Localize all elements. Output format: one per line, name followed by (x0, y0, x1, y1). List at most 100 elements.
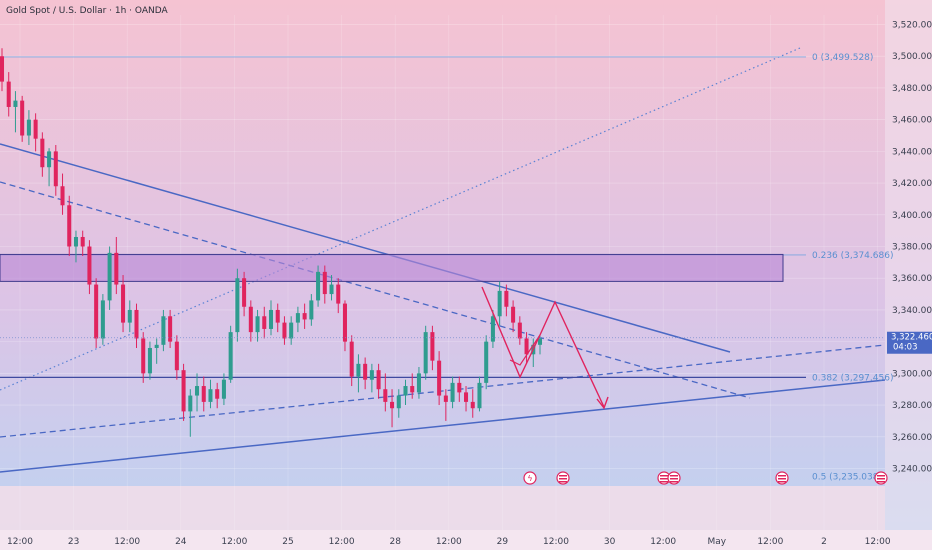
candle-body (20, 100, 25, 136)
time-axis: 12:00 23 12:00 24 12:00 25 12:00 28 12:00 29 12:00… (7, 537, 891, 547)
price-axis: 3,520.000 3,500.000 3,480.000 3,460.000 3,44… (892, 21, 932, 475)
dotted-trendline (0, 47, 801, 391)
candle-body (255, 316, 260, 333)
candle-body (497, 290, 502, 317)
candle-body (511, 306, 516, 323)
candle-body (47, 151, 52, 168)
time-tick-label: 29 (497, 537, 509, 547)
candle-body (322, 271, 327, 295)
candle-body (235, 278, 240, 333)
candle-body (457, 382, 462, 393)
candle-body (470, 401, 475, 409)
candle-body (369, 370, 374, 380)
time-tick-label: 12:00 (7, 537, 33, 547)
candle-body (168, 316, 173, 342)
candle-body (73, 236, 78, 247)
dashed-ascending-line (0, 344, 886, 438)
price-tick-label: 3,360.000 (892, 274, 932, 284)
candles (0, 48, 543, 437)
candle-body (107, 252, 112, 301)
candle-body (127, 309, 132, 323)
zone-rect (0, 253, 784, 282)
candle-body (188, 395, 193, 412)
current-price-tag: 3,322.460 04:03 (887, 331, 932, 354)
time-tick-label: 30 (604, 537, 616, 547)
fib-label: 0 (3,499.528) (812, 53, 873, 63)
ascending-support-line (0, 379, 886, 473)
candle-body (423, 332, 428, 374)
time-tick-label: 12:00 (757, 537, 783, 547)
price-tick-label: 3,500.000 (892, 52, 932, 62)
time-tick-label: 12:00 (329, 537, 355, 547)
candle-body (201, 386, 206, 402)
descending-trendline (0, 143, 731, 353)
candle-body (349, 341, 354, 377)
candle-body (289, 322, 294, 339)
price-axis-panel (885, 0, 932, 530)
candle-body (248, 306, 253, 333)
price-tick-label: 3,300.000 (892, 369, 932, 379)
candle-body (383, 389, 388, 402)
projection-arrowhead (596, 396, 609, 410)
svg-text:ϟ: ϟ (527, 474, 532, 483)
candle-body (161, 316, 166, 345)
candle-body (60, 186, 65, 206)
candle-body (6, 81, 11, 107)
time-tick-label: 28 (389, 537, 401, 547)
current-price-value: 3,322.460 (891, 333, 932, 343)
candle-body (40, 138, 45, 168)
candle-body (67, 205, 72, 247)
candle-body (390, 401, 395, 409)
price-tick-label: 3,240.000 (892, 464, 932, 474)
time-tick-label: 2 (821, 537, 827, 547)
candle-body (356, 363, 361, 377)
event-icon-us-flag[interactable] (874, 471, 888, 485)
candle-body (537, 338, 543, 345)
candle-body (221, 379, 226, 399)
candle-body (484, 341, 489, 383)
small-projection-path (509, 334, 541, 366)
candle-body (430, 332, 435, 361)
price-tick-label: 3,400.000 (892, 211, 932, 221)
candle-body (114, 252, 119, 285)
candle-body (316, 271, 321, 301)
fib-label: 0.236 (3,374.686) (812, 251, 893, 261)
event-icon-us-flag[interactable] (775, 471, 789, 485)
time-tick-label: 12:00 (221, 537, 247, 547)
candle-body (490, 316, 495, 342)
candle-body (13, 100, 18, 107)
price-tick-label: 3,420.000 (892, 179, 932, 189)
dashed-descending-line (0, 181, 751, 399)
candle-body (336, 284, 341, 304)
candle-body (94, 284, 99, 339)
event-icon-us-flag[interactable] (556, 471, 570, 485)
time-tick-label: May (707, 537, 726, 547)
candle-body (504, 290, 509, 307)
candle-body (275, 309, 280, 323)
candle-body (450, 382, 455, 402)
candle-body (403, 386, 408, 396)
candle-body (396, 395, 401, 409)
price-tick-label: 3,260.000 (892, 433, 932, 443)
time-tick-label: 25 (282, 537, 293, 547)
price-tick-label: 3,440.000 (892, 147, 932, 157)
candle-body (215, 389, 220, 399)
candle-body (0, 56, 5, 82)
time-tick-label: 12:00 (114, 537, 140, 547)
chart-title: Gold Spot / U.S. Dollar · 1h · OANDA (6, 6, 168, 16)
price-tick-label: 3,460.000 (892, 116, 932, 126)
candle-body (524, 338, 529, 355)
candle-body (477, 382, 482, 409)
candle-body (26, 119, 31, 136)
current-price-countdown: 04:03 (893, 343, 918, 353)
candle-body (329, 284, 334, 295)
event-icon-us-flag[interactable] (667, 471, 681, 485)
candle-body (228, 332, 233, 380)
candle-body (416, 373, 421, 393)
candle-body (242, 278, 247, 307)
event-icon-flash[interactable]: ϟ (523, 471, 537, 485)
candle-body (33, 119, 38, 139)
candle-body (208, 389, 213, 402)
candle-body (141, 338, 146, 374)
